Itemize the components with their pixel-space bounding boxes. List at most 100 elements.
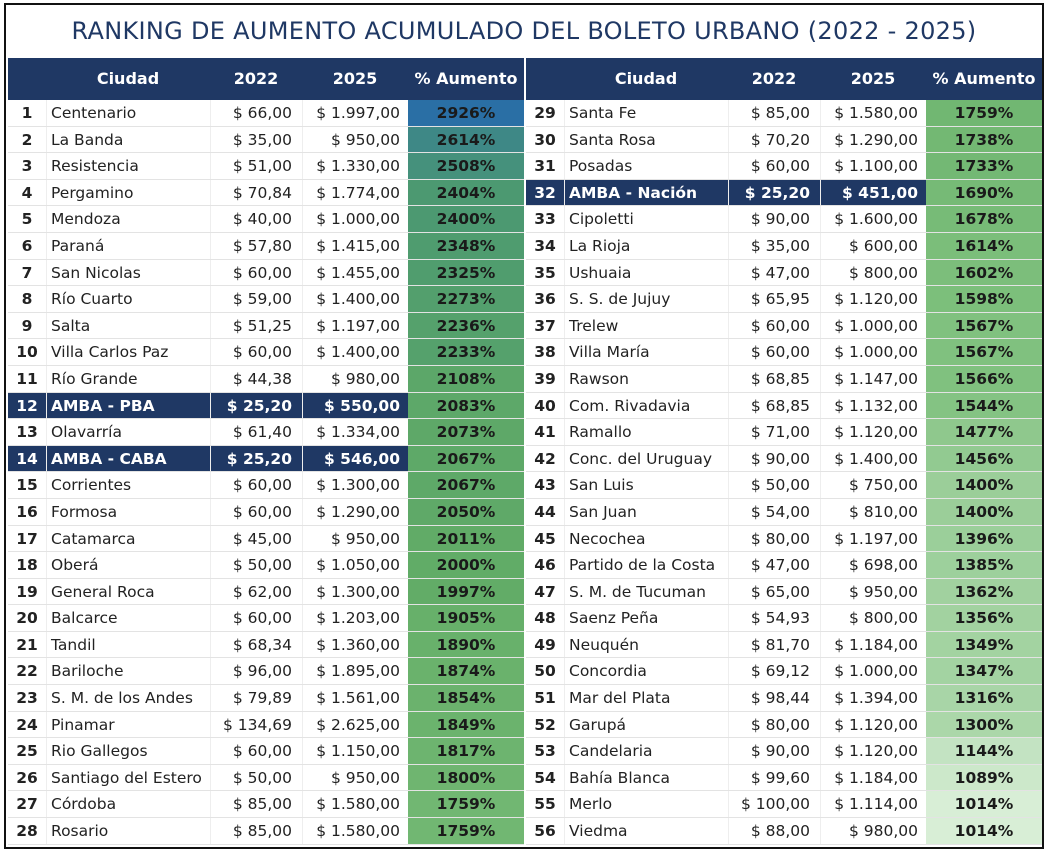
increase: 1602% — [926, 259, 1042, 286]
fare-2022: $ 66,00 — [210, 100, 302, 126]
fare-2022: $ 60,00 — [728, 339, 820, 365]
header-cell — [526, 58, 564, 100]
table-row: 8 Río Cuarto $ 59,00 $ 1.400,00 2273% — [8, 286, 524, 313]
rank: 3 — [21, 157, 33, 176]
increase: 1849% — [408, 711, 524, 738]
fare-2022: $ 68,85 — [728, 365, 820, 392]
city: Com. Rivadavia — [564, 392, 728, 419]
city: Bariloche — [46, 658, 210, 685]
increase: 1144% — [926, 738, 1042, 764]
table-row: 10 Villa Carlos Paz $ 60,00 $ 1.400,00 2233% — [8, 339, 524, 366]
header-cell: 2022 — [233, 69, 279, 88]
table-row: 12 AMBA - PBA $ 25,20 $ 550,00 2083% — [8, 392, 524, 420]
city: Río Cuarto — [46, 286, 210, 312]
table-row: 42 Conc. del Uruguay $ 90,00 $ 1.400,00 1456… — [526, 445, 1042, 473]
table-row: 36 S. S. de Jujuy $ 65,95 $ 1.120,00 1598% — [526, 286, 1042, 313]
fare-2025: $ 1.100,00 — [820, 153, 926, 179]
rank: 50 — [534, 662, 556, 681]
table-row: 21 Tandil $ 68,34 $ 1.360,00 1890% — [8, 631, 524, 659]
fare-2025: $ 980,00 — [820, 818, 926, 844]
increase: 1014% — [926, 818, 1042, 844]
fare-2025: $ 1.400,00 — [302, 286, 408, 312]
rank: 18 — [16, 556, 38, 575]
increase: 2108% — [408, 365, 524, 392]
fare-2022: $ 98,44 — [728, 685, 820, 711]
increase: 1738% — [926, 126, 1042, 153]
rank: 30 — [534, 130, 556, 149]
city: Santa Fe — [564, 100, 728, 126]
fare-2025: $ 1.000,00 — [302, 206, 408, 232]
fare-2022: $ 54,00 — [728, 498, 820, 525]
table-row: 29 Santa Fe $ 85,00 $ 1.580,00 1759% — [526, 100, 1042, 127]
fare-2022: $ 90,00 — [728, 445, 820, 472]
fare-2022: $ 47,00 — [728, 259, 820, 286]
rank: 55 — [534, 795, 556, 814]
table-row: 33 Cipoletti $ 90,00 $ 1.600,00 1678% — [526, 206, 1042, 233]
fare-2025: $ 600,00 — [820, 232, 926, 259]
rank: 46 — [534, 556, 556, 575]
city: Villa María — [564, 339, 728, 365]
rank: 26 — [16, 768, 38, 787]
fare-2025: $ 1.580,00 — [302, 791, 408, 818]
rank: 25 — [16, 742, 38, 761]
increase: 1678% — [926, 206, 1042, 232]
fare-2025: $ 1.000,00 — [820, 339, 926, 365]
fare-2022: $ 68,85 — [728, 392, 820, 419]
fare-2022: $ 60,00 — [728, 153, 820, 179]
table-row: 15 Corrientes $ 60,00 $ 1.300,00 2067% — [8, 472, 524, 499]
table-row: 43 San Luis $ 50,00 $ 750,00 1400% — [526, 472, 1042, 499]
table-row: 34 La Rioja $ 35,00 $ 600,00 1614% — [526, 232, 1042, 260]
rank: 48 — [534, 609, 556, 628]
rank: 40 — [534, 396, 556, 415]
header-cell: Ciudad — [96, 69, 160, 88]
increase: 1356% — [926, 605, 1042, 631]
fare-2025: $ 950,00 — [302, 764, 408, 791]
rank: 49 — [534, 635, 556, 654]
table-row: 48 Saenz Peña $ 54,93 $ 800,00 1356% — [526, 605, 1042, 632]
city: Bahía Blanca — [564, 764, 728, 791]
rank: 16 — [16, 502, 38, 521]
rank: 27 — [16, 795, 38, 814]
fare-2025: $ 2.625,00 — [302, 711, 408, 738]
city: La Banda — [46, 126, 210, 153]
increase: 1400% — [926, 498, 1042, 525]
rank: 21 — [16, 635, 38, 654]
fare-2025: $ 1.000,00 — [820, 658, 926, 685]
fare-2025: $ 1.330,00 — [302, 153, 408, 179]
table-row: 6 Paraná $ 57,80 $ 1.415,00 2348% — [8, 232, 524, 260]
city: AMBA - PBA — [46, 392, 210, 419]
fare-2025: $ 1.150,00 — [302, 738, 408, 764]
rank: 39 — [534, 369, 556, 388]
increase: 1890% — [408, 631, 524, 658]
table: Ciudad 2022 2025 % Aumento 29 Santa Fe $ 85,00… — [526, 58, 1042, 845]
city: Rio Gallegos — [46, 738, 210, 764]
increase: 2614% — [408, 126, 524, 153]
city: Concordia — [564, 658, 728, 685]
rank: 36 — [534, 290, 556, 309]
increase: 1905% — [408, 605, 524, 631]
fare-2025: $ 1.455,00 — [302, 259, 408, 286]
city: Corrientes — [46, 472, 210, 498]
fare-2025: $ 1.184,00 — [820, 764, 926, 791]
fare-2022: $ 90,00 — [728, 738, 820, 764]
fare-2022: $ 35,00 — [728, 232, 820, 259]
city: Salta — [46, 312, 210, 339]
city: Santa Rosa — [564, 126, 728, 153]
rank: 10 — [16, 343, 38, 362]
increase: 2067% — [408, 472, 524, 498]
fare-2025: $ 1.197,00 — [302, 312, 408, 339]
table-row: 32 AMBA - Nación $ 25,20 $ 451,00 1690% — [526, 179, 1042, 207]
table-row: 27 Córdoba $ 85,00 $ 1.580,00 1759% — [8, 791, 524, 819]
increase: 1014% — [926, 791, 1042, 818]
rank: 5 — [21, 210, 33, 229]
fare-2025: $ 950,00 — [302, 525, 408, 552]
increase: 1874% — [408, 658, 524, 685]
fare-2025: $ 1.415,00 — [302, 232, 408, 259]
fare-2022: $ 96,00 — [210, 658, 302, 685]
fare-2022: $ 45,00 — [210, 525, 302, 552]
rank: 8 — [21, 290, 33, 309]
table-row: 49 Neuquén $ 81,70 $ 1.184,00 1349% — [526, 631, 1042, 659]
increase: 2400% — [408, 206, 524, 232]
increase: 1400% — [926, 472, 1042, 498]
fare-2025: $ 1.400,00 — [820, 445, 926, 472]
